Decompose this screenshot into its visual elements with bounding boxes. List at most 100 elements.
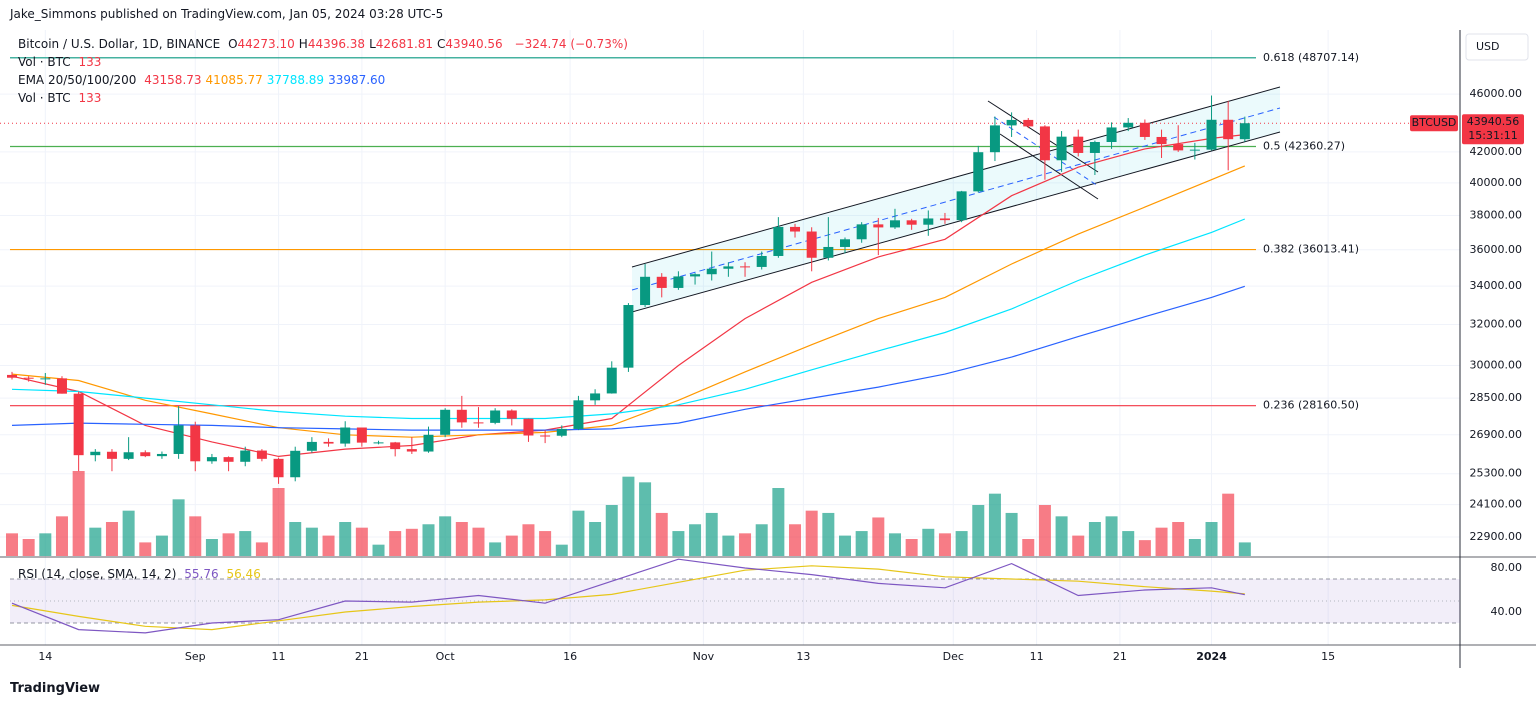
ema-line	[11, 218, 1246, 420]
ohlc-legend: O44273.10 H44396.38 L42681.81 C43940.56	[228, 37, 507, 51]
candle-body	[73, 393, 84, 456]
volume-value: 133	[78, 91, 102, 105]
candle-body	[706, 268, 717, 275]
price-tag-countdown: 15:31:11	[1468, 129, 1517, 142]
x-tick-label: 16	[563, 650, 577, 663]
volume-bar	[639, 482, 652, 556]
volume-bar	[372, 544, 385, 556]
volume-bar	[938, 533, 951, 556]
rsi-value: 55.76	[184, 567, 219, 581]
candle-body	[573, 400, 584, 429]
volume-bar	[539, 531, 552, 556]
candle-body	[690, 274, 701, 277]
volume-bar	[922, 528, 935, 556]
y-tick-label: 36000.00	[1470, 243, 1523, 256]
candle-body	[256, 450, 267, 459]
volume-bar	[455, 522, 468, 556]
rsi-line	[11, 558, 1245, 634]
volume-bar	[355, 527, 368, 556]
volume-bar	[239, 531, 252, 556]
ohlc-key: H	[298, 37, 308, 51]
candle-body	[123, 452, 134, 459]
candle-body	[290, 450, 301, 478]
volume-bar	[139, 542, 152, 556]
volume-bar	[739, 533, 752, 556]
candle-body	[1089, 142, 1100, 153]
channel-mid	[631, 107, 1281, 291]
volume-bar	[172, 499, 185, 556]
volume-bar	[472, 527, 485, 556]
volume-bar	[772, 488, 785, 556]
volume-bar	[1188, 539, 1201, 556]
y-tick-label: 25300.00	[1470, 467, 1523, 480]
candle-body	[956, 191, 967, 221]
fib-label: 0.382 (36013.41)	[1263, 243, 1359, 256]
candle-body	[106, 451, 117, 459]
candle-body	[673, 276, 684, 288]
volume-bar	[322, 535, 335, 556]
candle-body	[1123, 122, 1134, 128]
volume-bar	[672, 531, 685, 556]
volume-bar	[839, 535, 851, 556]
volume-bar	[189, 516, 202, 556]
volume-bar	[689, 524, 702, 556]
publisher: Jake_Simmons published on TradingView.co…	[10, 7, 444, 21]
candle-body	[1023, 119, 1034, 127]
ema-legend: EMA 20/50/100/200 43158.73 41085.77 37788.…	[18, 73, 389, 87]
candle-body	[840, 239, 850, 247]
candle-body	[1239, 123, 1250, 140]
candle-body	[1156, 136, 1167, 145]
volume-bar	[822, 512, 835, 556]
candle-body	[806, 231, 817, 258]
volume-bar	[405, 528, 418, 556]
symbol-tag-text: BTCUSD	[1412, 116, 1457, 129]
candle-body	[340, 427, 351, 444]
ohlc-value: 44396.38	[307, 37, 366, 51]
candle-body	[523, 418, 534, 436]
change: −324.74 (−0.73%)	[514, 37, 628, 51]
volume-bar	[339, 522, 352, 556]
volume-bar	[705, 512, 718, 556]
volume-bar	[1238, 542, 1251, 556]
rsi-title: RSI (14, close, SMA, 14, 2)	[18, 567, 177, 581]
y-tick-label: 38000.00	[1470, 208, 1523, 221]
candle-body	[1106, 127, 1117, 143]
channel-fill	[632, 87, 1280, 312]
candle-body	[1006, 119, 1017, 126]
candle-body	[1139, 122, 1150, 137]
fib-label: 0.618 (48707.14)	[1263, 51, 1359, 64]
volume-bar	[255, 542, 268, 556]
volume-bar	[22, 539, 35, 556]
volume-bar	[72, 471, 85, 556]
volume-bar	[1072, 535, 1085, 556]
ohlc-value: 43940.56	[445, 37, 503, 51]
ohlc-key: O	[228, 37, 238, 51]
candle-body	[240, 450, 251, 462]
x-tick-label: 13	[796, 650, 810, 663]
candle-body	[656, 276, 667, 288]
ohlc-key: C	[437, 37, 446, 51]
volume-bar	[722, 535, 735, 556]
x-tick-label: Oct	[436, 650, 456, 663]
x-tick-label: 11	[272, 650, 286, 663]
candle-body	[490, 410, 501, 423]
candle-body	[740, 266, 751, 268]
volume-bar	[1022, 539, 1035, 556]
candle-body	[973, 152, 984, 192]
volume-bar	[205, 539, 218, 556]
candle-body	[1223, 119, 1234, 140]
candle-body	[823, 246, 834, 258]
candle-body	[1189, 149, 1200, 151]
candle-body	[873, 224, 884, 228]
y-tick-label: 28500.00	[1470, 391, 1523, 404]
volume-label: Vol · BTC	[18, 55, 71, 69]
candle-body	[640, 276, 651, 306]
candle-body	[390, 442, 401, 450]
rsi-tick-label: 40.00	[1491, 605, 1523, 618]
rsi-legend: RSI (14, close, SMA, 14, 2) 55.76 56.46	[18, 567, 265, 581]
down-channel-lower	[999, 133, 1099, 200]
symbol: Bitcoin / U.S. Dollar, 1D, BINANCE	[18, 37, 221, 51]
volume-bar	[1105, 516, 1118, 556]
volume-bar	[1055, 516, 1068, 556]
candle-body	[206, 457, 217, 462]
